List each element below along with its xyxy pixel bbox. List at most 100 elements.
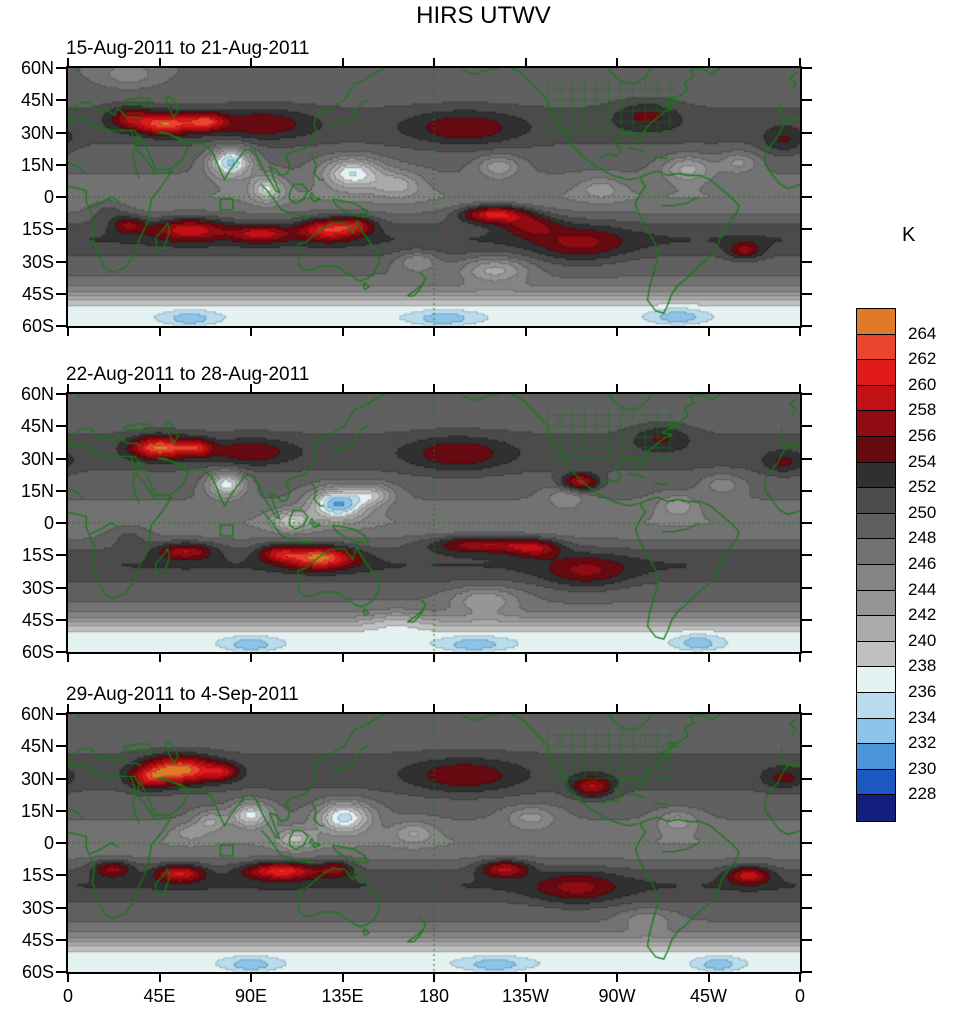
lon-tick bbox=[524, 654, 527, 662]
colorbar-tick-label: 262 bbox=[908, 349, 937, 369]
lat-label: 60N bbox=[20, 58, 54, 78]
colorbar-cell bbox=[857, 462, 895, 489]
lon-tick bbox=[250, 654, 252, 662]
lat-tick bbox=[56, 938, 66, 941]
lat-tick bbox=[802, 809, 812, 812]
lat-tick bbox=[802, 618, 812, 621]
lon-tick bbox=[341, 704, 344, 712]
colorbar-cell bbox=[857, 411, 895, 437]
lon-tick bbox=[158, 328, 161, 336]
map-panel-1 bbox=[66, 66, 802, 328]
lon-tick bbox=[67, 704, 69, 712]
lon-tick bbox=[433, 704, 435, 712]
lat-tick bbox=[56, 586, 66, 589]
lon-label: 90E bbox=[234, 986, 268, 1006]
lon-tick bbox=[799, 58, 801, 66]
colorbar-cell bbox=[857, 334, 895, 361]
lat-tick bbox=[802, 938, 812, 941]
lon-tick bbox=[616, 328, 618, 336]
lat-tick bbox=[56, 554, 66, 557]
lon-tick bbox=[433, 654, 435, 662]
lat-tick bbox=[56, 393, 66, 395]
lon-tick bbox=[341, 974, 344, 982]
lat-tick bbox=[802, 228, 812, 231]
lon-tick bbox=[707, 704, 710, 712]
lon-tick bbox=[67, 654, 69, 662]
lon-tick bbox=[250, 384, 252, 392]
lon-tick bbox=[433, 58, 435, 66]
colorbar-tick-label: 246 bbox=[908, 554, 937, 573]
colorbar-cell bbox=[857, 769, 895, 796]
lat-tick bbox=[802, 489, 812, 492]
colorbar-cell bbox=[857, 436, 895, 463]
lat-tick bbox=[802, 713, 812, 715]
lat-tick bbox=[56, 906, 66, 909]
lat-tick bbox=[56, 260, 66, 263]
lat-tick bbox=[56, 163, 66, 166]
colorbar-cell bbox=[857, 385, 895, 412]
lat-tick bbox=[56, 228, 66, 231]
lat-tick bbox=[802, 522, 812, 524]
lon-tick bbox=[67, 328, 69, 336]
lat-tick bbox=[56, 131, 66, 134]
lat-label: 0 bbox=[43, 513, 54, 533]
colorbar-tick-label: 236 bbox=[908, 682, 937, 701]
lon-tick bbox=[524, 704, 527, 712]
colorbar-cell bbox=[857, 488, 895, 514]
colorbar-cell bbox=[857, 590, 895, 617]
lon-label: 45W bbox=[689, 986, 727, 1006]
colorbar-cell bbox=[857, 539, 895, 565]
lon-tick bbox=[616, 58, 618, 66]
lon-tick bbox=[433, 974, 435, 982]
lat-tick bbox=[56, 457, 66, 460]
colorbar-tick-label: 244 bbox=[908, 579, 937, 599]
colorbar-cell bbox=[857, 309, 895, 335]
colorbar-cell bbox=[857, 641, 895, 668]
colorbar-tick-label: 254 bbox=[908, 451, 937, 471]
colorbar-cell bbox=[857, 564, 895, 591]
lat-tick bbox=[802, 196, 812, 198]
lon-tick bbox=[707, 384, 710, 392]
colorbar-tick-label: 258 bbox=[908, 400, 937, 420]
lat-label: 30N bbox=[20, 448, 54, 469]
lon-tick bbox=[707, 654, 710, 662]
panel-1-title: 15-Aug-2011 to 21-Aug-2011 bbox=[66, 38, 310, 59]
lat-tick bbox=[56, 651, 66, 653]
lat-tick bbox=[802, 67, 812, 69]
panel-3-title: 29-Aug-2011 to 4-Sep-2011 bbox=[66, 684, 299, 705]
lon-tick bbox=[158, 58, 161, 66]
lon-label: 45E bbox=[143, 986, 176, 1006]
lat-label: 45N bbox=[20, 416, 54, 437]
colorbar-units-label: K bbox=[902, 224, 916, 246]
lat-label: 15S bbox=[21, 545, 54, 566]
lat-tick bbox=[802, 777, 812, 780]
lon-tick bbox=[341, 384, 344, 392]
colorbar-cell bbox=[857, 513, 895, 540]
lat-label: 15N bbox=[20, 480, 54, 501]
lat-tick bbox=[802, 906, 812, 909]
colorbar-tick-label: 264 bbox=[908, 323, 937, 343]
lat-tick bbox=[56, 745, 66, 748]
lon-tick bbox=[799, 384, 801, 392]
lat-tick bbox=[802, 874, 812, 877]
lon-tick bbox=[158, 974, 161, 982]
lon-tick bbox=[158, 704, 161, 712]
lat-tick bbox=[802, 425, 812, 428]
lon-tick bbox=[524, 384, 527, 392]
lat-label: 0 bbox=[43, 187, 54, 207]
lat-tick bbox=[56, 522, 66, 524]
lat-tick bbox=[56, 809, 66, 812]
colorbar-cell bbox=[857, 795, 895, 821]
lat-tick bbox=[56, 618, 66, 621]
lon-tick bbox=[616, 654, 618, 662]
lon-tick bbox=[433, 328, 435, 336]
lat-tick bbox=[56, 713, 66, 715]
panel-2-title: 22-Aug-2011 to 28-Aug-2011 bbox=[66, 364, 310, 385]
lat-tick bbox=[56, 67, 66, 69]
lon-label: 135W bbox=[501, 986, 550, 1006]
lon-tick bbox=[707, 58, 710, 66]
lat-tick bbox=[56, 874, 66, 877]
lon-tick bbox=[250, 58, 252, 66]
lat-label: 15N bbox=[20, 800, 54, 821]
